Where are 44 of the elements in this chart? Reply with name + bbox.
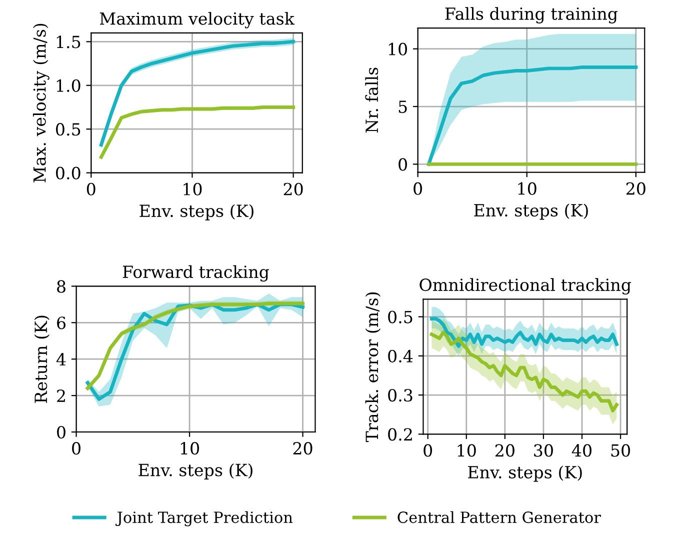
y-tick-label: 0.5 xyxy=(56,123,80,136)
x-tick-label: 0 xyxy=(86,182,96,196)
y-tick-label: 10 xyxy=(388,42,407,56)
x-tick-label: 0 xyxy=(414,182,422,195)
y-tick-label: 8 xyxy=(57,280,66,293)
y-tick-label: 1.0 xyxy=(56,79,80,92)
y-tick-label: 0.0 xyxy=(56,166,80,180)
y-tick-label: 0.3 xyxy=(388,388,412,402)
chart-title: Omnidirectional tracking xyxy=(420,278,632,295)
chart-title: Maximum velocity task xyxy=(100,12,295,28)
y-tick-label: 0 xyxy=(57,426,66,439)
legend-label: Joint Target Prediction xyxy=(116,511,293,526)
chart-title: Forward tracking xyxy=(122,265,270,282)
y-tick-label: 5 xyxy=(398,100,407,114)
y-tick-label: 6 xyxy=(57,316,66,330)
x-tick-label: 50 xyxy=(611,444,630,457)
x-tick-label: 10 xyxy=(458,444,476,457)
x-axis-title: Env. steps (K) xyxy=(138,463,252,480)
y-tick-label: 0 xyxy=(398,158,407,171)
x-tick-label: 0 xyxy=(424,444,432,457)
y-axis-title: Max. velocity (m/s) xyxy=(32,24,50,182)
x-axis-title: Env. steps (K) xyxy=(140,204,254,220)
y-tick-label: 1.5 xyxy=(56,36,80,48)
x-tick-label: 10 xyxy=(180,442,200,455)
y-tick-label: 0.5 xyxy=(388,310,412,324)
y-axis-title: Nr. falls xyxy=(365,68,378,133)
x-tick-label: 30 xyxy=(534,444,553,457)
x-tick-label: 10 xyxy=(518,182,536,195)
x-tick-label: 20 xyxy=(284,182,303,196)
x-tick-label: 20 xyxy=(626,182,646,195)
y-tick-label: 0.2 xyxy=(388,428,412,441)
y-tick-label: 0.4 xyxy=(388,350,413,362)
y-tick-label: 4 xyxy=(56,353,66,366)
chart-title: Falls during training xyxy=(445,7,618,24)
x-tick-label: 20 xyxy=(495,444,514,457)
x-tick-label: 10 xyxy=(184,182,202,196)
x-axis-title: Env. steps (K) xyxy=(468,466,582,482)
y-axis-title: Track. error (m/s) xyxy=(365,292,381,442)
legend-label: Central Pattern Generator xyxy=(398,511,601,524)
y-tick-label: 2 xyxy=(57,390,65,402)
x-tick-label: 40 xyxy=(572,444,592,457)
y-axis-title: Return (K) xyxy=(34,316,50,403)
x-tick-label: 20 xyxy=(293,442,312,455)
x-axis-title: Env. steps (K) xyxy=(474,204,588,220)
